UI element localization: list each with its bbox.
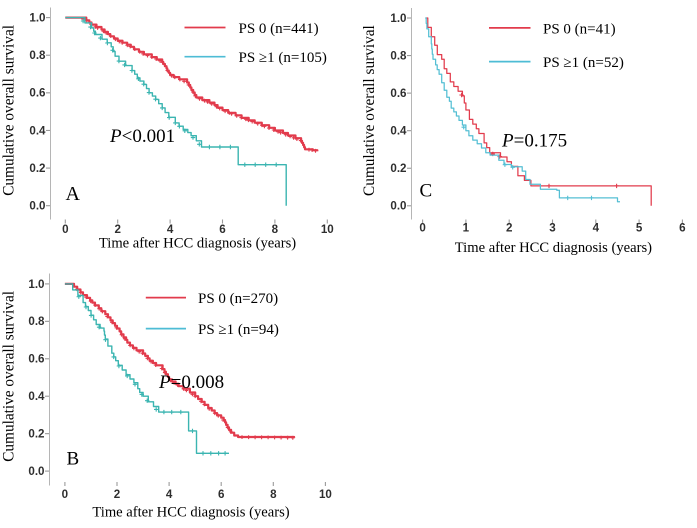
svg-text:6: 6 — [218, 488, 225, 501]
svg-text:6: 6 — [219, 223, 226, 236]
svg-text:4: 4 — [166, 488, 173, 501]
svg-text:C: C — [420, 181, 433, 202]
svg-text:10: 10 — [321, 223, 334, 236]
svg-text:PS ≥1 (n=52): PS ≥1 (n=52) — [543, 55, 624, 71]
svg-text:P<0.001: P<0.001 — [109, 126, 175, 147]
svg-text:0.0: 0.0 — [390, 200, 406, 213]
svg-text:PS 0 (n=441): PS 0 (n=441) — [239, 21, 319, 37]
svg-text:P=0.008: P=0.008 — [158, 372, 224, 393]
svg-text:Time after HCC diagnosis (year: Time after HCC diagnosis (years) — [455, 240, 652, 256]
svg-text:B: B — [67, 449, 80, 470]
svg-text:2: 2 — [506, 222, 512, 235]
svg-text:6: 6 — [679, 222, 686, 235]
svg-text:4: 4 — [593, 222, 600, 235]
svg-text:5: 5 — [636, 222, 643, 235]
svg-text:0.4: 0.4 — [390, 125, 407, 138]
svg-text:0.2: 0.2 — [390, 162, 406, 175]
svg-text:0.6: 0.6 — [29, 87, 46, 100]
svg-text:0.4: 0.4 — [29, 124, 46, 137]
svg-text:1.0: 1.0 — [29, 12, 45, 25]
svg-text:PS ≥1 (n=94): PS ≥1 (n=94) — [198, 322, 279, 338]
svg-text:0.4: 0.4 — [28, 390, 45, 403]
svg-text:10: 10 — [319, 488, 332, 501]
svg-text:1: 1 — [463, 222, 470, 235]
svg-text:3: 3 — [549, 222, 556, 235]
svg-text:0: 0 — [419, 222, 425, 235]
svg-text:8: 8 — [272, 223, 279, 236]
svg-text:0.8: 0.8 — [390, 49, 407, 62]
svg-text:0.0: 0.0 — [28, 465, 44, 478]
svg-text:4: 4 — [167, 223, 174, 236]
svg-text:0: 0 — [62, 488, 68, 501]
svg-text:Time after HCC diagnosis (year: Time after HCC diagnosis (years) — [92, 504, 289, 520]
svg-text:Time after HCC diagnosis (year: Time after HCC diagnosis (years) — [99, 236, 296, 252]
svg-text:Cumulative overall survival: Cumulative overall survival — [361, 25, 378, 196]
svg-text:0.2: 0.2 — [29, 162, 45, 175]
svg-text:PS 0 (n=270): PS 0 (n=270) — [198, 291, 278, 307]
svg-text:Cumulative overall survival: Cumulative overall survival — [1, 25, 18, 196]
svg-text:1.0: 1.0 — [390, 12, 406, 25]
svg-text:PS 0 (n=41): PS 0 (n=41) — [543, 21, 616, 37]
svg-text:8: 8 — [270, 488, 277, 501]
svg-text:0: 0 — [62, 223, 68, 236]
svg-text:0.8: 0.8 — [29, 49, 46, 62]
svg-text:Cumulative overall survival: Cumulative overall survival — [1, 291, 18, 462]
svg-text:2: 2 — [114, 488, 120, 501]
svg-text:2: 2 — [114, 223, 120, 236]
svg-text:0.2: 0.2 — [28, 428, 44, 441]
svg-text:0.6: 0.6 — [28, 353, 45, 366]
svg-text:0.0: 0.0 — [29, 200, 45, 213]
svg-text:A: A — [66, 183, 81, 205]
svg-text:1.0: 1.0 — [28, 278, 44, 291]
svg-text:0.8: 0.8 — [28, 315, 45, 328]
svg-text:PS ≥1 (n=105): PS ≥1 (n=105) — [239, 50, 327, 66]
svg-text:0.6: 0.6 — [390, 87, 407, 100]
svg-text:P=0.175: P=0.175 — [501, 130, 567, 151]
